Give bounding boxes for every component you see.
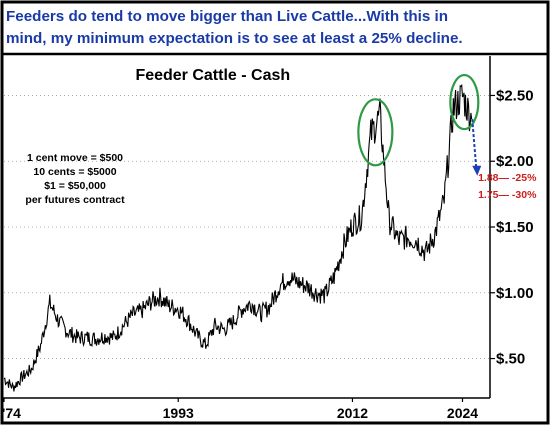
x-tick-label: 1993 xyxy=(163,405,194,421)
y-tick-label: $2.50 xyxy=(496,87,534,104)
note-line-2: 10 cents = $5000 xyxy=(33,166,117,178)
x-tick-label: '74 xyxy=(2,405,21,421)
y-tick-label: $1.50 xyxy=(496,219,534,236)
decline-arrow-shaft xyxy=(471,119,478,168)
note-line-3: $1 = $50,000 xyxy=(44,180,106,192)
target-label: 1.75— -30% xyxy=(478,189,537,201)
headline-line-1: Feeders do tend to move bigger than Live… xyxy=(6,8,449,25)
note-line-4: per futures contract xyxy=(25,194,125,206)
y-tick-label: $1.00 xyxy=(496,285,534,302)
plot-area: $.50 $1.00 $1.50 $2.00 $2.50 '74 1993 2012 2024 F… xyxy=(2,56,537,421)
peak-circle-2024 xyxy=(449,73,480,131)
peak-circle-2014 xyxy=(357,98,394,167)
headline-line-2: mind, my minimum expectation is to see a… xyxy=(6,30,463,47)
note-line-1: 1 cent move = $500 xyxy=(26,152,124,164)
y-tick-label: $2.00 xyxy=(496,153,534,170)
chart-title: Feeder Cattle - Cash xyxy=(135,67,290,84)
x-tick-label: 2012 xyxy=(337,405,368,421)
target-label: 1.88— -25% xyxy=(478,172,537,184)
x-tick-label: 2024 xyxy=(447,405,478,421)
headline: Feeders do tend to move bigger than Live… xyxy=(6,6,544,52)
y-tick-label: $.50 xyxy=(496,351,525,368)
price-line xyxy=(3,83,473,392)
decline-arrowhead xyxy=(472,165,482,176)
